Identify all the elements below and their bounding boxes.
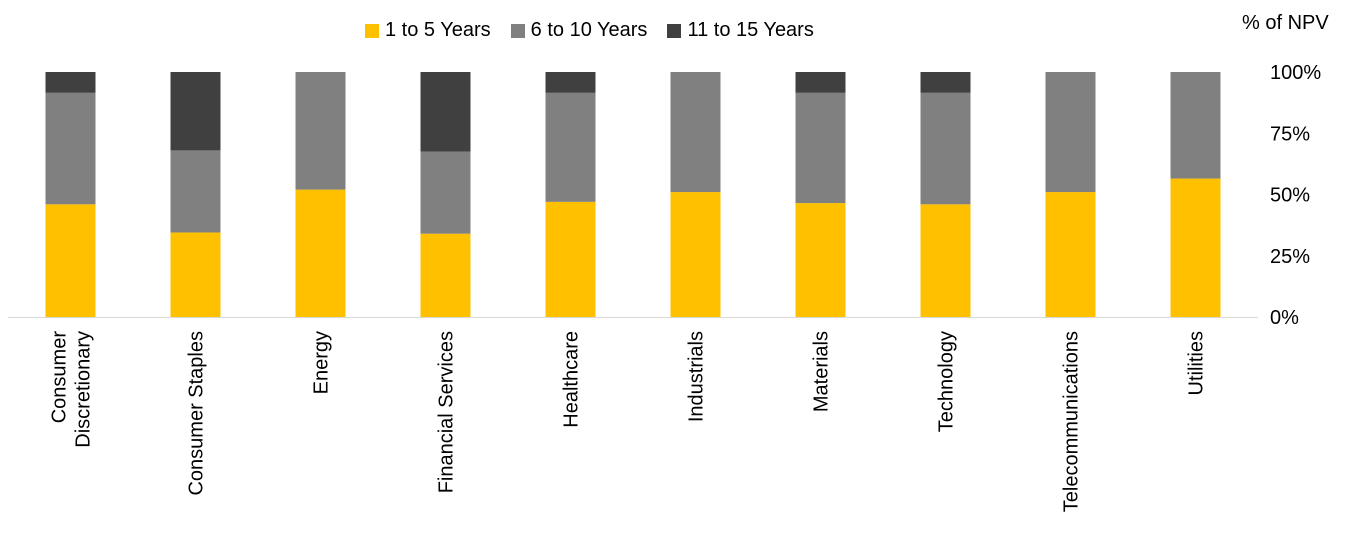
bar-industrials-1-to-5-years [670,192,721,317]
x-tick-label-energy: Energy [311,331,333,394]
bar-consumer-discretionary-1-to-5-years [45,204,96,317]
y-tick-label-100-pct: 100% [1270,62,1321,84]
x-tick-label-line: Energy [311,331,333,394]
legend-swatch-1-to-5-years [365,23,379,38]
x-tick-label-consumer-discretionary: Consumer Discretionary [49,331,95,448]
x-tick-label-line: Utilities [1186,331,1208,395]
y-tick-label-75-pct: 75% [1270,123,1310,145]
bar-financial-services-6-to-10-years [420,151,471,234]
bar-consumer-discretionary-11-to-15-years [45,72,96,93]
legend-item-6-to-10-years: 6 to 10 Years [510,19,648,42]
bar-utilities-1-to-5-years [1170,178,1221,317]
bar-consumer-staples-1-to-5-years [170,232,221,317]
bar-technology-6-to-10-years [920,92,971,205]
legend-label-1-to-5-years: 1 to 5 Years [385,19,491,41]
bar-healthcare-1-to-5-years [545,201,596,317]
bar-materials-1-to-5-years [795,203,846,317]
legend-swatch-6-to-10-years [510,23,525,38]
y-axis-unit-label: % of NPV [1242,12,1329,34]
bar-technology-11-to-15-years [920,72,971,93]
bar-energy-1-to-5-years [295,189,346,317]
chart-legend: 1 to 5 Years 6 to 10 Years 11 to 15 Year… [365,19,834,42]
x-tick-label-line: Healthcare [561,331,583,428]
bar-utilities-6-to-10-years [1170,72,1221,179]
bar-telecommunications-6-to-10-years [1045,72,1096,193]
bar-financial-services-1-to-5-years [420,233,471,317]
bar-technology-1-to-5-years [920,204,971,317]
x-tick-label-telecommunications: Telecommunications [1061,331,1083,512]
x-tick-label-utilities: Utilities [1186,331,1208,395]
x-tick-label-line: Industrials [686,331,708,422]
bar-healthcare-11-to-15-years [545,72,596,93]
x-tick-label-line: Discretionary [73,331,95,448]
y-tick-label-25-pct: 25% [1270,246,1310,268]
x-tick-label-line: Technology [936,331,958,432]
bar-financial-services-11-to-15-years [420,72,471,152]
bar-consumer-discretionary-6-to-10-years [45,92,96,205]
legend-swatch-11-to-15-years [667,23,682,38]
bar-healthcare-6-to-10-years [545,92,596,202]
x-tick-label-financial-services: Financial Services [436,331,458,493]
x-tick-label-consumer-staples: Consumer Staples [186,331,208,496]
bar-consumer-staples-11-to-15-years [170,72,221,151]
x-tick-label-line: Consumer [49,331,71,424]
x-tick-label-line: Telecommunications [1061,331,1083,512]
legend-item-11-to-15-years: 11 to 15 Years [667,19,814,42]
y-tick-label-0-pct: 0% [1270,307,1299,329]
x-tick-label-materials: Materials [811,331,833,412]
x-tick-label-technology: Technology [936,331,958,432]
legend-label-6-to-10-years: 6 to 10 Years [530,19,648,41]
x-tick-label-line: Financial Services [436,331,458,493]
x-tick-label-line: Consumer Staples [186,331,208,496]
bar-materials-11-to-15-years [795,72,846,93]
x-tick-label-industrials: Industrials [686,331,708,422]
bar-energy-6-to-10-years [295,72,346,190]
legend-label-11-to-15-years: 11 to 15 Years [687,19,814,41]
y-tick-label-50-pct: 50% [1270,185,1310,207]
bar-industrials-6-to-10-years [670,72,721,193]
x-tick-label-healthcare: Healthcare [561,331,583,428]
legend-item-1-to-5-years: 1 to 5 Years [365,19,491,42]
bar-materials-6-to-10-years [795,92,846,204]
bar-telecommunications-1-to-5-years [1045,192,1096,317]
x-tick-label-line: Materials [811,331,833,412]
bar-consumer-staples-6-to-10-years [170,150,221,233]
